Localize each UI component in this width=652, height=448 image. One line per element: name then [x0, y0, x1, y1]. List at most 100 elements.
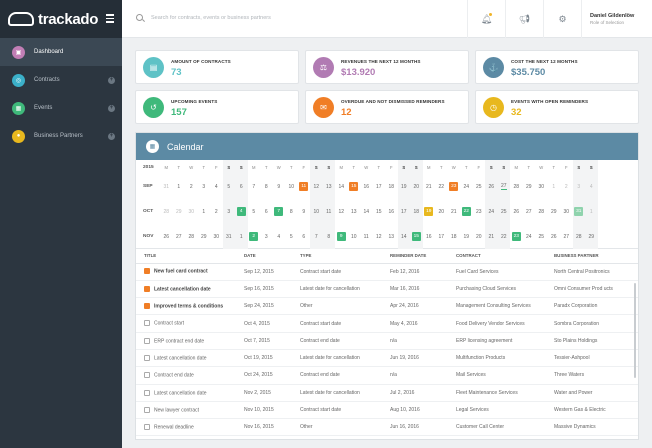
calendar-day[interactable]: 2	[210, 199, 223, 224]
user-menu[interactable]: Daniel Gildenlöw Role of Selection	[581, 0, 652, 38]
calendar-day[interactable]: 26	[160, 224, 173, 249]
calendar-day[interactable]: 30	[185, 199, 198, 224]
calendar-day[interactable]: 28	[160, 199, 173, 224]
table-row[interactable]: Improved terms & conditions Sep 24, 2015 O…	[136, 297, 638, 316]
search-input[interactable]: Search for contracts, events or business…	[151, 14, 271, 21]
calendar-day[interactable]: 5	[248, 199, 261, 224]
stat-card[interactable]: ⚖ REVENUES THE NEXT 12 MONTHS $13.920	[305, 50, 469, 84]
calendar-day[interactable]: 28	[535, 199, 548, 224]
calendar-day[interactable]: 17	[397, 199, 410, 224]
calendar-day[interactable]: 23	[510, 224, 523, 249]
calendar-day[interactable]: 22	[497, 224, 510, 249]
calendar-day[interactable]: 19	[423, 199, 436, 224]
calendar-day[interactable]: 8	[285, 199, 298, 224]
sidebar-item-events[interactable]: ▦ Events +	[0, 94, 122, 122]
sidebar-item-dashboard[interactable]: ▣ Dashboard	[0, 38, 122, 66]
calendar-event-marker[interactable]: 15	[411, 232, 421, 241]
calendar-day[interactable]: 13	[348, 199, 361, 224]
calendar-day[interactable]: 2	[248, 224, 261, 249]
calendar-event-marker[interactable]: 2	[249, 232, 259, 241]
column-header[interactable]: TITLE	[136, 249, 244, 264]
calendar-day[interactable]: 5	[222, 174, 235, 199]
search-box[interactable]: Search for contracts, events or business…	[136, 14, 271, 21]
calendar-day[interactable]: 1	[198, 199, 211, 224]
calendar-day[interactable]: 20	[410, 174, 423, 199]
column-header[interactable]: TYPE	[300, 249, 390, 264]
calendar-day[interactable]: 13	[385, 224, 398, 249]
calendar-day[interactable]: 21	[423, 174, 436, 199]
calendar-day[interactable]: 16	[385, 199, 398, 224]
calendar-event-marker[interactable]: 7	[274, 207, 284, 216]
calendar-day[interactable]: 25	[473, 174, 486, 199]
calendar-day[interactable]: 3	[198, 174, 211, 199]
calendar-day[interactable]: 9	[273, 174, 286, 199]
calendar-day[interactable]: 13	[322, 174, 335, 199]
stat-card[interactable]: ✉ OVERDUE AND NOT DISMISSED REMINDERS 12	[305, 90, 469, 124]
app-logo[interactable]: trackado	[0, 0, 122, 38]
calendar-day[interactable]: 25	[535, 224, 548, 249]
announcements-button[interactable]: 📢︎	[505, 0, 543, 38]
calendar-day[interactable]: 12	[373, 224, 386, 249]
table-scrollbar[interactable]	[634, 283, 636, 378]
calendar-day[interactable]: 16	[360, 174, 373, 199]
calendar-day[interactable]: 29	[548, 199, 561, 224]
calendar-day[interactable]: 11	[322, 199, 335, 224]
calendar-day[interactable]: 24	[523, 224, 536, 249]
stat-card[interactable]: ▤ AMOUNT OF CONTRACTS 73	[135, 50, 299, 84]
calendar-day[interactable]: 8	[260, 174, 273, 199]
calendar-day[interactable]: 27	[497, 174, 510, 199]
calendar-day[interactable]: 11	[298, 174, 311, 199]
calendar-day[interactable]: 9	[335, 224, 348, 249]
column-header[interactable]: DATE	[244, 249, 300, 264]
calendar-day[interactable]: 26	[548, 224, 561, 249]
calendar-day[interactable]: 18	[385, 174, 398, 199]
table-row[interactable]: Latest cancellation date Oct 19, 2015 Late…	[136, 349, 638, 368]
calendar-day[interactable]: 29	[585, 224, 598, 249]
calendar-day[interactable]: 1	[173, 174, 186, 199]
calendar-day[interactable]: 12	[310, 174, 323, 199]
calendar-day[interactable]: 26	[485, 174, 498, 199]
calendar-day[interactable]: 11	[360, 224, 373, 249]
calendar-day[interactable]: 4	[210, 174, 223, 199]
calendar-day[interactable]: 20	[473, 224, 486, 249]
calendar-day[interactable]: 6	[260, 199, 273, 224]
calendar-day[interactable]: 30	[560, 199, 573, 224]
settings-button[interactable]: ⚙	[543, 0, 581, 38]
calendar-day[interactable]: 18	[448, 224, 461, 249]
calendar-event-marker[interactable]: 23	[511, 232, 521, 241]
calendar-day[interactable]: 14	[360, 199, 373, 224]
calendar-day[interactable]: 9	[298, 199, 311, 224]
calendar-day[interactable]: 3	[260, 224, 273, 249]
notifications-button[interactable]: 🔔︎	[467, 0, 505, 38]
calendar-day[interactable]: 28	[572, 224, 585, 249]
calendar-day[interactable]: 25	[497, 199, 510, 224]
calendar-day[interactable]: 3	[222, 199, 235, 224]
table-row[interactable]: Contract end date Oct 24, 2015 Contract en…	[136, 366, 638, 385]
sidebar-item-contracts[interactable]: ◎ Contracts +	[0, 66, 122, 94]
calendar-day[interactable]: 12	[335, 199, 348, 224]
menu-toggle-icon[interactable]	[106, 14, 114, 25]
calendar-day[interactable]: 31	[160, 174, 173, 199]
calendar-day[interactable]: 18	[410, 199, 423, 224]
calendar-day[interactable]: 22	[435, 174, 448, 199]
calendar-day[interactable]: 16	[423, 224, 436, 249]
calendar-day[interactable]: 4	[235, 199, 248, 224]
calendar-event-marker[interactable]: 23	[449, 182, 459, 191]
calendar-day[interactable]: 27	[173, 224, 186, 249]
column-header[interactable]: REMINDER DATE	[390, 249, 456, 264]
table-row[interactable]: Latest cancellation date Sep 16, 2015 Late…	[136, 280, 638, 299]
stat-card[interactable]: ◷ EVENTS WITH OPEN REMINDERS 32	[475, 90, 639, 124]
calendar-day[interactable]: 6	[235, 174, 248, 199]
add-business-partners-plus-icon[interactable]: +	[108, 132, 115, 140]
calendar-day[interactable]: 1	[548, 174, 561, 199]
calendar-day[interactable]: 24	[460, 174, 473, 199]
calendar-day[interactable]: 29	[198, 224, 211, 249]
calendar-day[interactable]: 21	[448, 199, 461, 224]
calendar-event-marker[interactable]: 22	[461, 207, 471, 216]
calendar-event-marker[interactable]: 4	[236, 207, 246, 216]
table-row[interactable]: Latest cancellation date Nov 2, 2015 Lates…	[136, 384, 638, 402]
calendar-day[interactable]: 31	[572, 199, 585, 224]
calendar-day[interactable]: 15	[410, 224, 423, 249]
calendar-day[interactable]: 20	[435, 199, 448, 224]
calendar-day[interactable]: 8	[322, 224, 335, 249]
